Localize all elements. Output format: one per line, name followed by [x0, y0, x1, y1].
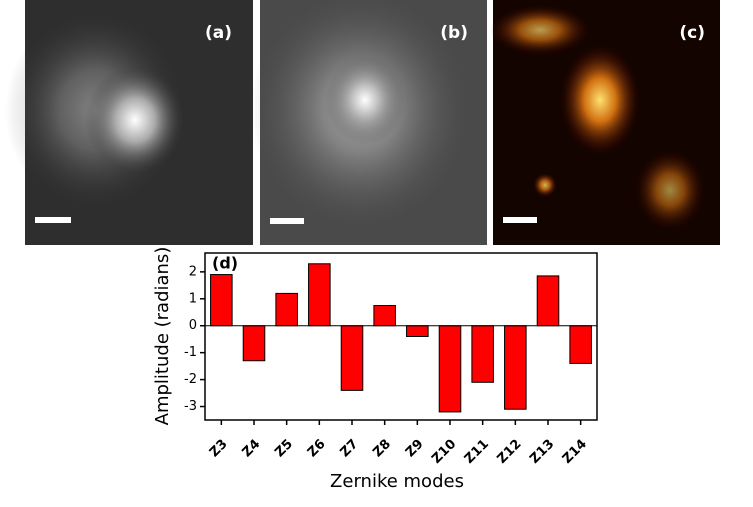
x-tick-label: Z13	[527, 437, 557, 467]
panel-label: (d)	[212, 254, 238, 273]
bar	[569, 325, 592, 364]
image-a: (a)	[5, 0, 253, 245]
bar	[438, 325, 462, 413]
bar	[536, 275, 560, 327]
x-tick-label: Z5	[272, 437, 296, 461]
x-tick-label: Z8	[370, 437, 394, 461]
bar	[504, 325, 527, 410]
y-axis-label: Amplitude (radians)	[152, 247, 173, 426]
x-tick-label: Z11	[462, 437, 492, 467]
bar	[373, 305, 396, 327]
bar-chart: (d) Zernike modes Amplitude (radians) -3…	[152, 247, 598, 492]
y-tick-label: -3	[184, 399, 197, 414]
y-tick-label: 0	[189, 318, 197, 333]
panel-label: (c)	[679, 23, 705, 43]
x-tick-label: Z6	[305, 437, 329, 461]
y-tick-label: 2	[189, 264, 197, 279]
bar	[210, 274, 233, 327]
plot-frame	[204, 252, 598, 421]
x-tick-label: Z4	[240, 437, 264, 461]
bar	[406, 325, 429, 337]
bar	[340, 325, 364, 391]
panel-label: (a)	[205, 23, 232, 43]
image-c: (c)	[490, 0, 720, 245]
bar	[308, 263, 331, 327]
bar	[242, 325, 266, 362]
x-tick-label: Z14	[560, 437, 590, 467]
x-tick-label: Z9	[403, 437, 427, 461]
x-tick-label: Z7	[338, 437, 362, 461]
x-tick-label: Z10	[429, 437, 459, 467]
y-tick-label: -2	[184, 372, 197, 387]
image-b: (b)	[250, 0, 487, 245]
x-tick-label: Z12	[495, 437, 525, 467]
bar	[275, 292, 298, 327]
panel-label: (b)	[440, 23, 468, 43]
x-tick-label: Z3	[207, 437, 231, 461]
y-tick-label: -1	[184, 345, 197, 360]
bar	[471, 325, 494, 383]
y-tick-label: 1	[189, 291, 197, 306]
x-axis-label: Zernike modes	[330, 471, 464, 492]
